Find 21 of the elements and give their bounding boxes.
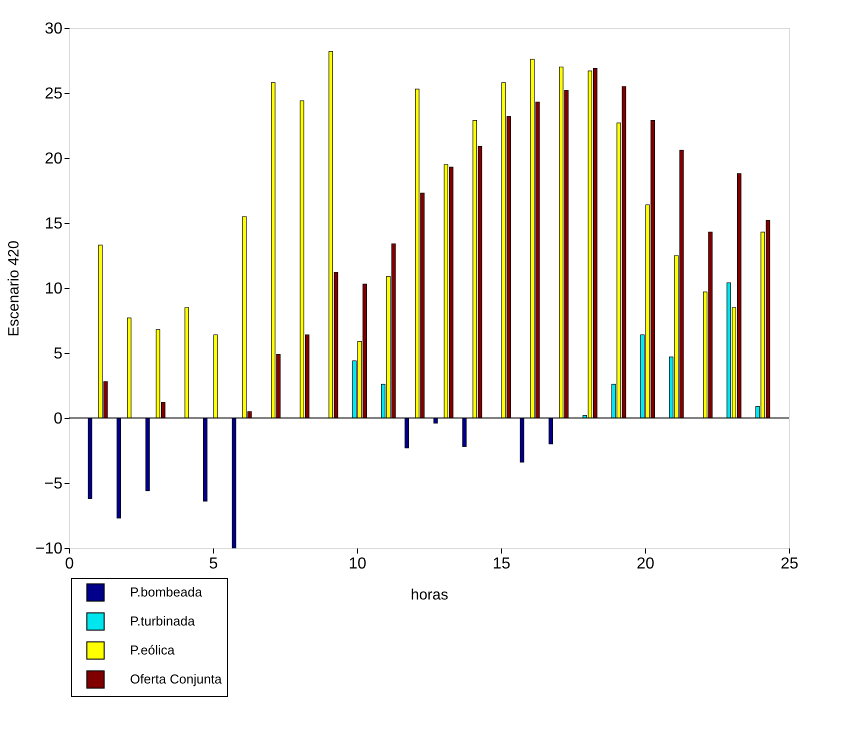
x-tick-label: 25: [780, 556, 798, 572]
legend-label: P.bombeada: [130, 584, 203, 600]
x-tick-label: 15: [492, 556, 510, 572]
x-tick-label: 5: [209, 556, 218, 572]
y-tick-label: 30: [44, 20, 63, 38]
x-axis-title: horas: [410, 586, 448, 604]
legend-label: Oferta Conjunta: [130, 672, 223, 686]
x-tick-label: 10: [348, 556, 366, 572]
y-axis-title: Escenario 420: [5, 240, 22, 336]
legend-label: P.eólica: [130, 642, 176, 658]
x-tick-label: 0: [65, 556, 74, 572]
y-tick-label: 5: [54, 346, 63, 362]
legend-label: P.turbinada: [130, 614, 196, 628]
x-tick-label: 20: [636, 556, 654, 572]
y-tick-label: 0: [54, 410, 63, 428]
y-tick-label: −5: [44, 476, 63, 492]
y-tick-label: 20: [44, 150, 63, 168]
y-tick-label: −10: [35, 540, 63, 558]
y-tick-label: 10: [44, 280, 63, 298]
y-tick-label: 25: [44, 86, 63, 102]
y-tick-label: 15: [44, 216, 63, 232]
